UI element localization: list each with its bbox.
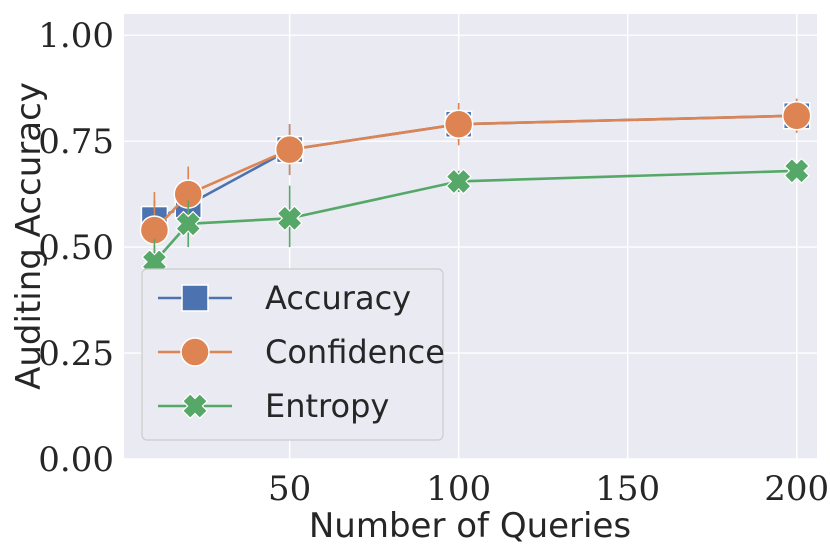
legend-entry-confidence: Confidence bbox=[158, 333, 445, 371]
series-entropy bbox=[141, 157, 810, 286]
y-tick-labels: 0.00 0.25 0.50 0.75 1.00 bbox=[38, 16, 114, 480]
y-tick-label: 0.25 bbox=[38, 334, 114, 374]
x-tick-label: 100 bbox=[426, 469, 491, 509]
x-tick-label: 50 bbox=[268, 469, 311, 509]
data-point bbox=[175, 210, 202, 237]
y-tick-label: 0.75 bbox=[38, 122, 114, 162]
data-point bbox=[783, 157, 810, 184]
y-axis-label: Auditing Accuracy bbox=[9, 82, 49, 390]
y-tick-label: 0.00 bbox=[38, 440, 114, 480]
x-axis-label: Number of Queries bbox=[309, 506, 631, 546]
data-point bbox=[141, 248, 168, 275]
data-point bbox=[781, 100, 812, 131]
legend-entry-entropy: Entropy bbox=[158, 387, 389, 425]
series-confidence bbox=[139, 98, 812, 269]
legend-label: Accuracy bbox=[265, 279, 411, 317]
legend-label: Confidence bbox=[265, 333, 445, 371]
legend-box bbox=[141, 268, 444, 441]
legend-marker bbox=[181, 284, 209, 312]
x-tick-label: 200 bbox=[764, 469, 829, 509]
x-tick-labels: 50 100 150 200 bbox=[268, 469, 829, 509]
data-point bbox=[276, 205, 303, 232]
legend-marker bbox=[180, 337, 210, 367]
data-point bbox=[445, 168, 472, 195]
x-tick-label: 150 bbox=[595, 469, 660, 509]
legend-marker bbox=[181, 392, 209, 420]
y-tick-label: 0.50 bbox=[38, 228, 114, 268]
series-layer bbox=[139, 98, 812, 286]
y-tick-label: 1.00 bbox=[38, 16, 114, 56]
data-point bbox=[443, 109, 474, 139]
legend: Accuracy Confidence Entropy bbox=[141, 268, 445, 441]
legend-entry-accuracy: Accuracy bbox=[158, 279, 411, 317]
legend-label: Entropy bbox=[265, 387, 389, 425]
data-point bbox=[274, 134, 305, 165]
